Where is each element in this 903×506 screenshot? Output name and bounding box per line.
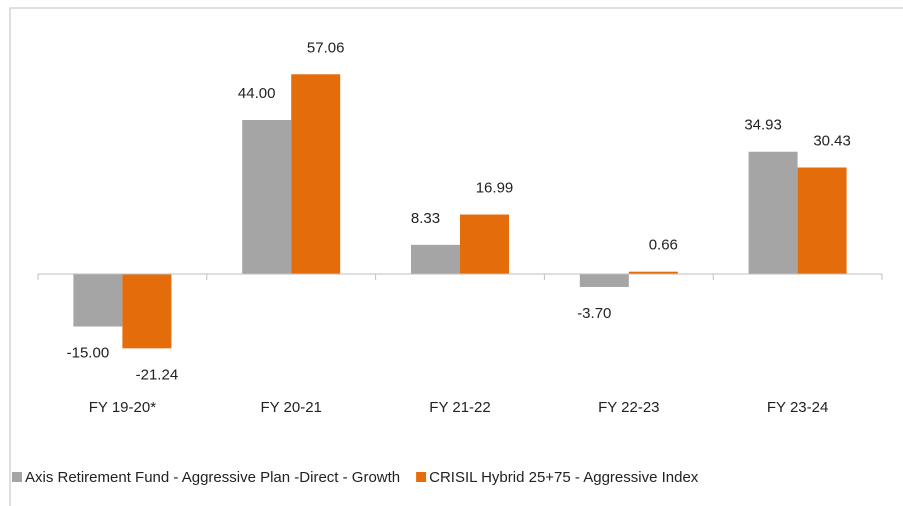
bar xyxy=(73,274,123,327)
bar xyxy=(797,167,847,274)
data-label: -3.70 xyxy=(577,305,611,322)
legend-swatch xyxy=(416,472,427,482)
bar xyxy=(291,74,341,274)
data-label: 30.43 xyxy=(813,132,851,149)
legend-label: Axis Retirement Fund - Aggressive Plan -… xyxy=(25,469,400,486)
bar xyxy=(242,120,292,274)
bar xyxy=(460,214,509,274)
data-label: 0.66 xyxy=(649,237,678,254)
legend-label: CRISIL Hybrid 25+75 - Aggressive Index xyxy=(429,469,699,486)
x-tick-label: FY 22-23 xyxy=(598,399,659,416)
x-tick-label: FY 21-22 xyxy=(429,399,490,416)
x-tick-label: FY 23-24 xyxy=(767,399,828,416)
data-label: 57.06 xyxy=(307,39,345,56)
data-label: 34.93 xyxy=(744,117,782,134)
bar xyxy=(411,244,460,274)
bar xyxy=(122,274,172,349)
data-label: -15.00 xyxy=(67,344,110,361)
bar xyxy=(748,151,798,274)
data-label: 8.33 xyxy=(411,210,440,227)
bar xyxy=(628,271,678,274)
data-label: 44.00 xyxy=(238,85,276,102)
data-label: -21.24 xyxy=(136,366,179,383)
data-label: 16.99 xyxy=(476,180,514,197)
legend-swatch xyxy=(12,472,22,482)
x-tick-label: FY 19-20* xyxy=(89,399,156,416)
x-tick-label: FY 20-21 xyxy=(260,399,321,416)
chart-frame xyxy=(9,7,903,506)
bar xyxy=(579,274,629,287)
